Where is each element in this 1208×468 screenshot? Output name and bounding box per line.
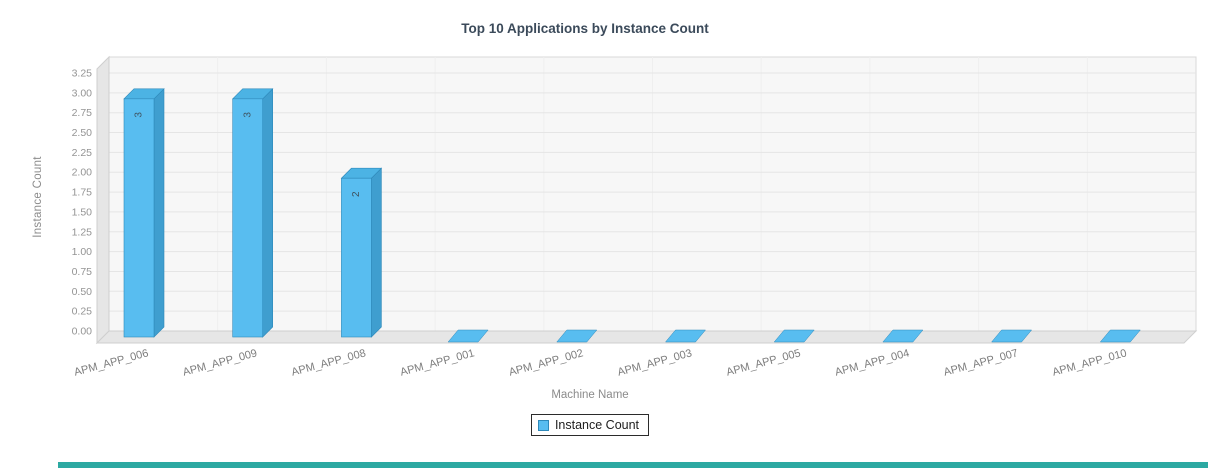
y-tick-label: 3.25 <box>72 68 93 80</box>
y-tick-label: 1.00 <box>72 246 93 258</box>
y-tick-label: 0.50 <box>72 286 93 298</box>
y-tick-label: 3.00 <box>72 87 93 99</box>
x-category-label: APM_APP_007 <box>942 347 1019 378</box>
bar-side-face[interactable] <box>371 167 382 338</box>
legend-swatch <box>537 419 549 431</box>
zero-bar-marker[interactable] <box>1099 329 1141 343</box>
zero-bar-marker[interactable] <box>991 329 1033 343</box>
bar[interactable] <box>123 98 155 338</box>
bar-side-face[interactable] <box>153 88 165 338</box>
zero-bar-marker[interactable] <box>664 329 707 343</box>
bar-value-label: 3 <box>134 112 145 118</box>
bar-side-face[interactable] <box>262 88 274 338</box>
bottom-accent-bar <box>58 462 1208 468</box>
zero-bar-marker[interactable] <box>773 329 815 343</box>
x-category-label: APM_APP_001 <box>399 347 476 378</box>
y-tick-label: 2.25 <box>72 147 93 159</box>
zero-bar-marker[interactable] <box>447 329 489 343</box>
x-axis-title: Machine Name <box>551 389 629 401</box>
x-category-label: APM_APP_006 <box>73 347 150 378</box>
zero-bar-marker[interactable] <box>882 329 924 343</box>
y-tick-label: 0.25 <box>72 306 93 318</box>
y-axis-title: Instance Count <box>32 156 44 238</box>
y-tick-label: 2.50 <box>72 127 93 139</box>
y-tick-label: 2.75 <box>72 107 93 119</box>
y-tick-label: 1.75 <box>72 187 93 199</box>
bar[interactable] <box>232 98 263 338</box>
x-category-label: APM_APP_004 <box>834 347 911 378</box>
bar-value-label: 3 <box>242 112 253 118</box>
y-tick-label: 1.25 <box>72 226 93 238</box>
x-category-label: APM_APP_002 <box>508 347 585 378</box>
zero-bar-marker[interactable] <box>556 329 598 343</box>
y-tick-label: 0.00 <box>72 326 93 338</box>
y-tick-label: 0.75 <box>72 266 93 278</box>
x-category-label: APM_APP_008 <box>290 347 367 378</box>
plot-left-wall <box>96 55 110 345</box>
x-category-label: APM_APP_009 <box>182 347 259 378</box>
x-category-label: APM_APP_010 <box>1051 347 1128 378</box>
chart-title: Top 10 Applications by Instance Count <box>461 21 709 36</box>
y-tick-label: 2.00 <box>72 167 93 179</box>
x-category-label: APM_APP_003 <box>616 347 693 378</box>
bar[interactable] <box>341 177 372 338</box>
y-tick-label: 1.50 <box>72 206 93 218</box>
legend-row: Instance Count <box>0 414 1180 436</box>
x-category-label: APM_APP_005 <box>725 347 802 378</box>
bar-value-label: 2 <box>351 191 362 197</box>
legend-label: Instance Count <box>554 418 640 432</box>
legend[interactable]: Instance Count <box>530 414 650 436</box>
